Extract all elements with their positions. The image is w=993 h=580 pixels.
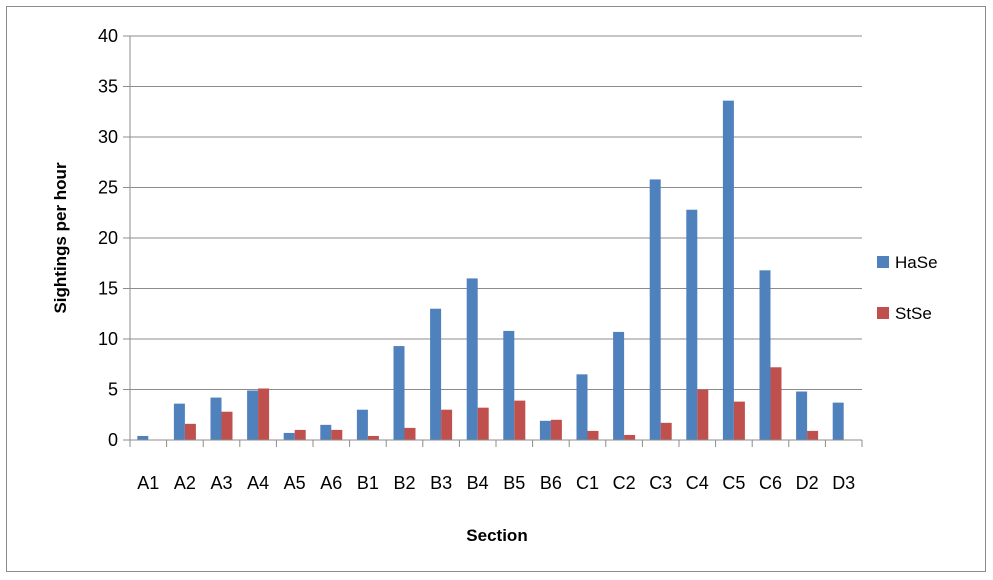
y-tick-label: 10: [98, 329, 118, 349]
y-tick-label: 20: [98, 228, 118, 248]
y-axis-label: Sightings per hour: [51, 162, 70, 313]
bar-hase-c2: [613, 331, 625, 440]
bar-hase-a3: [210, 397, 222, 440]
bar-hase-a1: [137, 435, 149, 440]
bar-stse-a2: [184, 423, 196, 440]
bar-stse-d2: [807, 430, 819, 440]
bar-stse-b6: [550, 419, 562, 440]
legend-label-stse: StSe: [895, 304, 932, 323]
x-tick-label: A2: [174, 473, 196, 493]
x-tick-label: C2: [613, 473, 636, 493]
x-tick-label: C3: [649, 473, 672, 493]
x-tick-label: C4: [686, 473, 709, 493]
y-tick-label: 15: [98, 279, 118, 299]
bar-hase-b1: [356, 409, 368, 440]
bar-hase-c4: [686, 209, 698, 440]
x-tick-label: B5: [503, 473, 525, 493]
bar-hase-b4: [466, 278, 478, 440]
x-tick-label: D3: [832, 473, 855, 493]
bar-hase-a2: [173, 403, 185, 440]
x-tick-label: C1: [576, 473, 599, 493]
bar-stse-c4: [697, 389, 709, 440]
bar-hase-b5: [503, 330, 515, 440]
y-tick-label: 5: [108, 380, 118, 400]
x-tick-label: C6: [759, 473, 782, 493]
x-tick-label: B3: [430, 473, 452, 493]
x-tick-label: A3: [210, 473, 232, 493]
x-tick-label: B2: [393, 473, 415, 493]
bar-stse-b5: [514, 400, 526, 440]
y-tick-label: 0: [108, 430, 118, 450]
bars: [137, 100, 844, 441]
bar-hase-c5: [722, 100, 734, 440]
x-tick-label: A1: [137, 473, 159, 493]
bar-hase-c3: [649, 179, 661, 441]
x-tick-label: B1: [357, 473, 379, 493]
gridlines: [130, 35, 862, 390]
bar-hase-c6: [759, 270, 771, 440]
x-axis-label: Section: [466, 526, 527, 545]
bar-stse-c1: [587, 430, 599, 440]
bar-hase-c1: [576, 374, 588, 440]
bar-stse-c2: [624, 434, 636, 440]
bar-stse-b4: [477, 407, 489, 440]
x-tick-label: D2: [796, 473, 819, 493]
y-tick-label: 40: [98, 26, 118, 46]
x-tick-label: A6: [320, 473, 342, 493]
bar-stse-c3: [660, 422, 672, 440]
legend: HaSe StSe: [877, 253, 938, 323]
bar-stse-a5: [294, 429, 306, 440]
legend-swatch-hase: [877, 256, 889, 268]
x-tick-label: B6: [540, 473, 562, 493]
bar-hase-b6: [539, 420, 551, 440]
y-tick-label: 35: [98, 77, 118, 97]
bar-hase-a5: [283, 432, 295, 440]
y-tick-label: 25: [98, 178, 118, 198]
x-tick-label: B4: [467, 473, 489, 493]
y-tick-label: 30: [98, 127, 118, 147]
bar-hase-d2: [796, 391, 808, 440]
bar-stse-c5: [733, 401, 745, 440]
bar-hase-d3: [832, 402, 844, 440]
bar-hase-a6: [320, 424, 332, 440]
bar-stse-a3: [221, 411, 233, 440]
x-tick-label: A5: [284, 473, 306, 493]
bar-stse-b2: [404, 427, 416, 440]
x-tick-label: A4: [247, 473, 269, 493]
bar-stse-b1: [367, 435, 379, 440]
bar-hase-a4: [247, 390, 259, 440]
legend-swatch-stse: [877, 307, 889, 319]
bar-stse-b3: [441, 409, 453, 440]
bar-stse-c6: [770, 367, 782, 440]
bar-stse-a6: [331, 429, 343, 440]
bar-hase-b2: [393, 346, 405, 440]
x-tick-label: C5: [722, 473, 745, 493]
bar-stse-a4: [258, 388, 270, 440]
legend-label-hase: HaSe: [895, 253, 938, 272]
axes: 0 5 10 15 20 25 30 35 40 A1 A2 A3 A4 A5 A6 B1 B2 B3 B4 B5 B6…: [98, 26, 863, 493]
bar-hase-b3: [430, 308, 442, 440]
